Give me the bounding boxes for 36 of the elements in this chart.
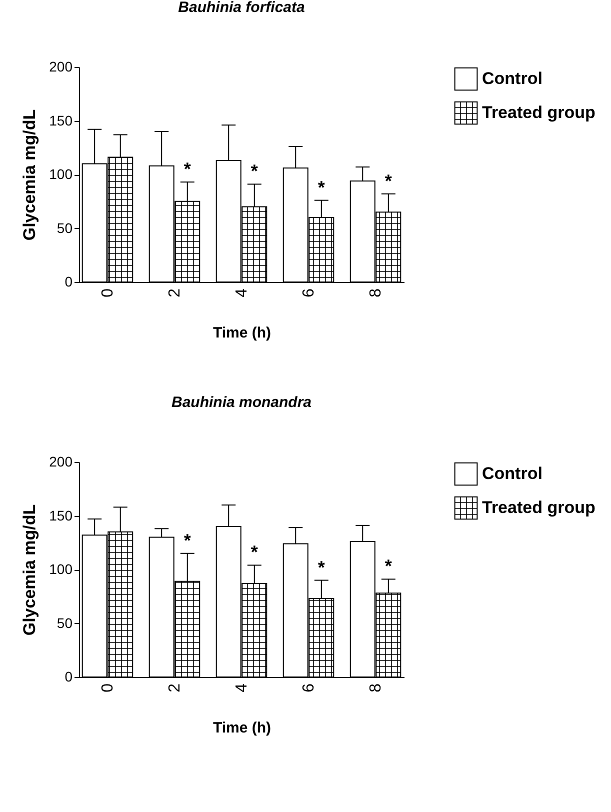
y-tick-label: 100 — [49, 561, 73, 577]
x-tick-label: 6 — [300, 683, 318, 692]
annotation: * — [184, 159, 191, 180]
annotation: * — [384, 170, 392, 191]
y-tick-label: 150 — [49, 507, 73, 524]
annotation: * — [250, 542, 258, 562]
annotation: * — [184, 530, 191, 550]
x-axis-title: Time (h) — [212, 719, 272, 736]
y-tick-label: 50 — [56, 220, 73, 236]
x-axis-title: Time (h) — [212, 324, 272, 342]
annotation: * — [318, 557, 325, 578]
annotation: * — [318, 177, 325, 198]
chart-title: Bauhinia monandra — [171, 394, 312, 411]
x-tick-label: 8 — [368, 288, 385, 298]
x-tick-label: 8 — [368, 683, 385, 692]
x-tick-label: 4 — [234, 288, 250, 298]
y-tick-label: 50 — [56, 614, 73, 631]
x-tick-label: 6 — [300, 288, 318, 298]
x-tick-label: 4 — [234, 683, 250, 692]
y-tick-label: 200 — [49, 454, 73, 470]
y-axis-title: Glycemia mg/dL — [20, 109, 40, 241]
legend-label: Treated group — [482, 498, 596, 517]
legend-label: Control — [482, 464, 542, 483]
y-tick-label: 200 — [49, 58, 73, 74]
legend-label: Control — [482, 69, 542, 88]
x-tick-label: 0 — [99, 683, 116, 692]
y-tick-label: 150 — [49, 112, 73, 128]
y-tick-label: 100 — [49, 166, 73, 182]
x-tick-label: 2 — [166, 288, 184, 298]
annotation: * — [250, 161, 258, 182]
chart-title: Bauhinia forficata — [178, 0, 305, 16]
annotation: * — [384, 556, 392, 576]
y-axis-title: Glycemia mg/dL — [20, 504, 40, 636]
x-tick-label: 0 — [99, 288, 116, 298]
legend-label: Treated group — [482, 103, 596, 122]
x-tick-label: 2 — [166, 683, 184, 692]
